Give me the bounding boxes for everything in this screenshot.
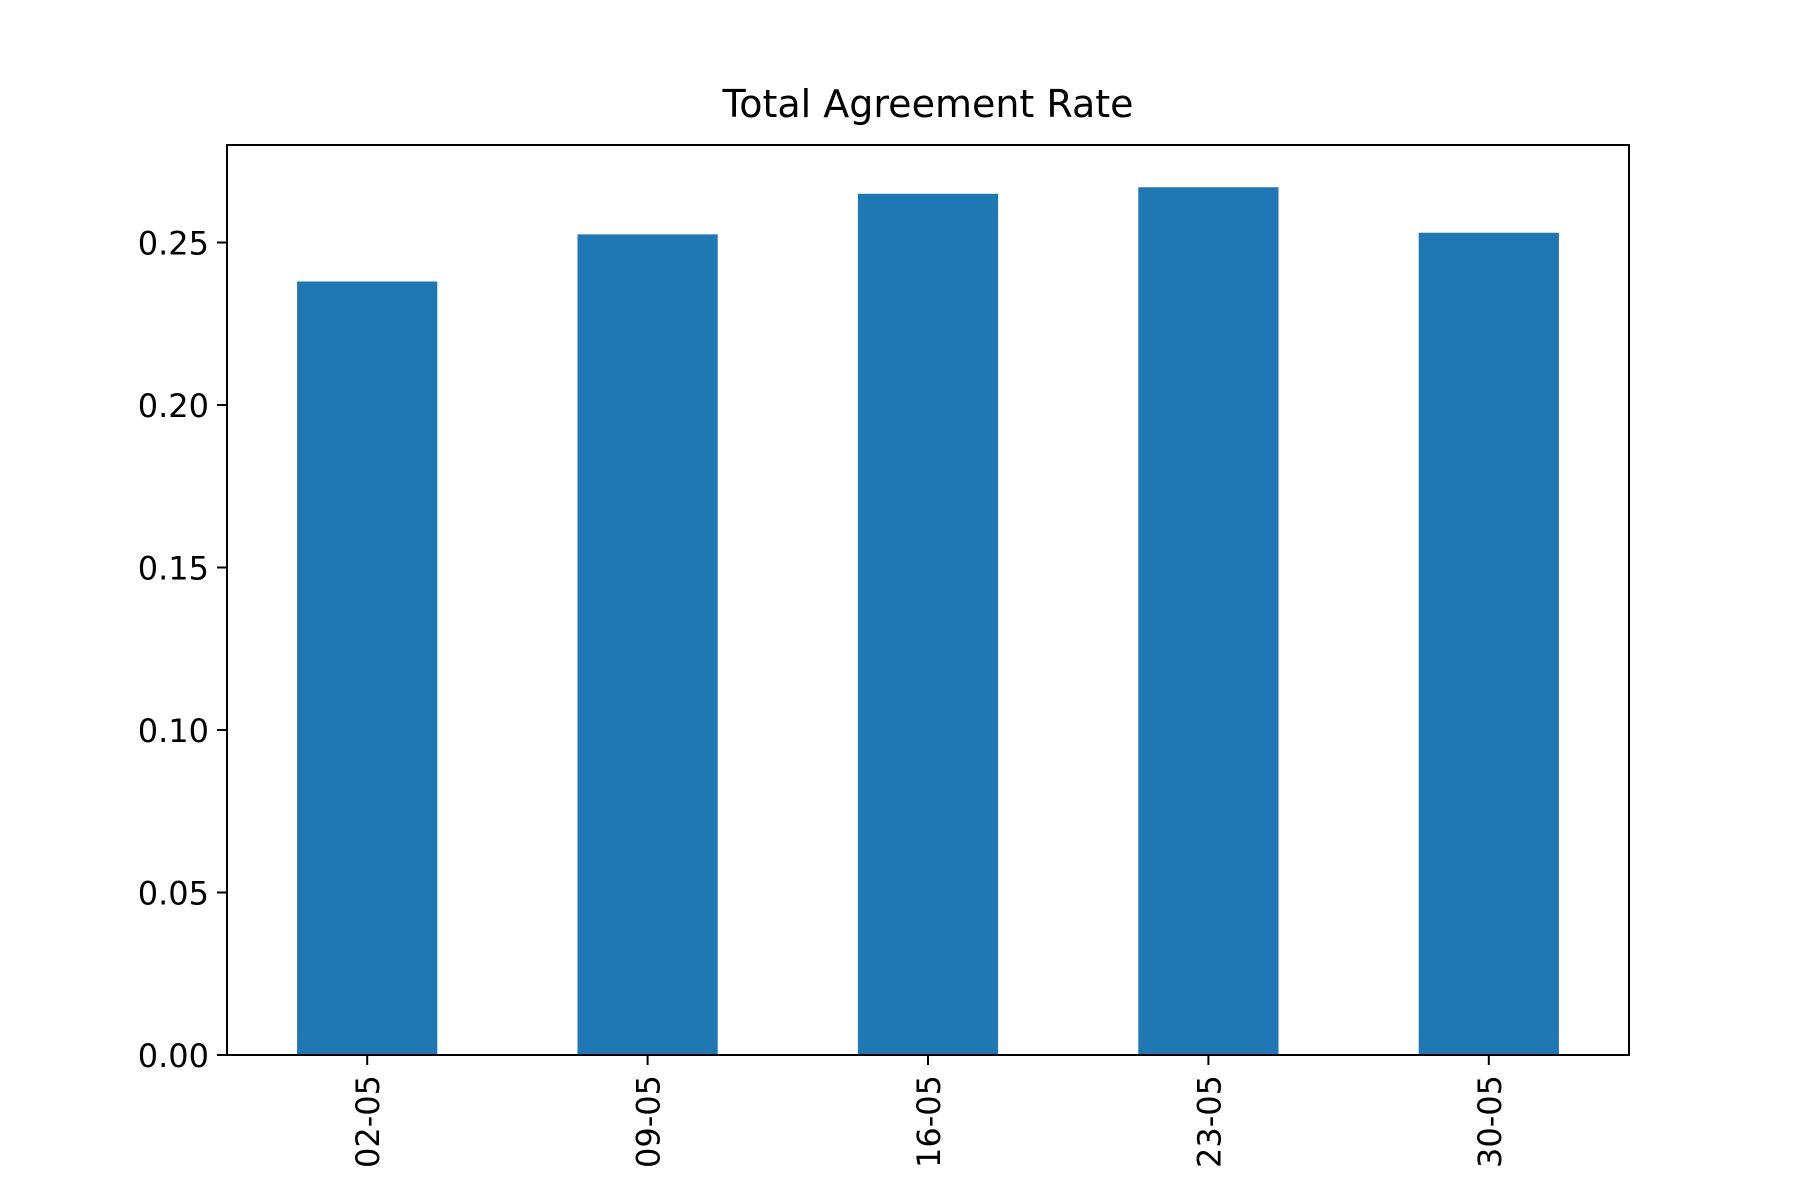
bar-09-05 (577, 234, 718, 1055)
y-tick-label: 0.05 (138, 875, 209, 913)
x-axis-ticks: 02-05 09-05 16-05 23-05 30-05 (349, 1055, 1509, 1168)
y-tick-label: 0.25 (138, 225, 209, 263)
y-tick-label: 0.10 (138, 712, 209, 750)
plot-frame (226, 144, 1630, 1056)
y-axis-ticks: 0.00 0.05 0.10 0.15 0.20 0.25 (138, 225, 227, 1075)
y-tick-label: 0.00 (138, 1037, 209, 1075)
x-tick-label: 02-05 (349, 1075, 387, 1168)
bar-30-05 (1418, 232, 1559, 1055)
bar-16-05 (857, 193, 999, 1055)
x-tick-label: 09-05 (630, 1075, 668, 1168)
x-tick-label: 16-05 (910, 1075, 948, 1168)
y-tick-label: 0.20 (138, 387, 209, 425)
x-tick-label: 30-05 (1471, 1075, 1509, 1168)
chart-title: Total Agreement Rate (721, 82, 1133, 126)
y-tick-label: 0.15 (138, 550, 209, 588)
bar-02-05 (297, 281, 438, 1055)
bars-group (297, 187, 1559, 1055)
x-tick-label: 23-05 (1190, 1075, 1228, 1168)
bar-23-05 (1138, 187, 1279, 1055)
